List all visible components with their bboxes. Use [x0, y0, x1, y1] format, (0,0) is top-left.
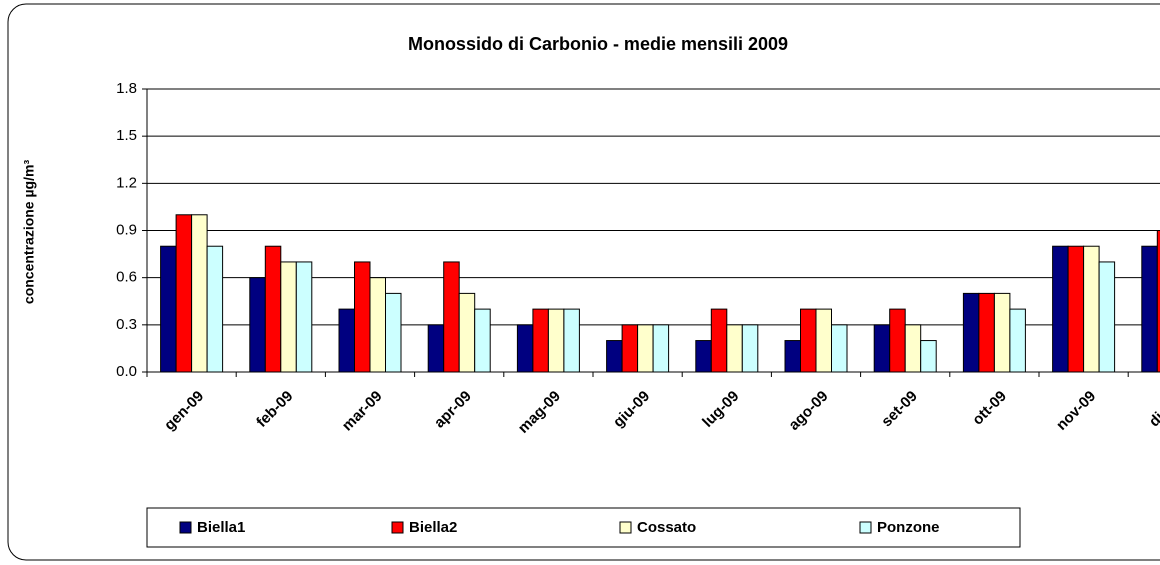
bar [369, 277, 386, 373]
bar [191, 214, 208, 373]
x-tick-label: mag-09 [515, 388, 564, 437]
x-tick-label: dic-09 [1146, 388, 1160, 431]
bar [1052, 245, 1069, 373]
bar [175, 214, 193, 373]
bar [295, 261, 313, 373]
bar [710, 308, 728, 373]
y-tick-label: 0.9 [116, 221, 137, 238]
bar [160, 245, 177, 373]
x-tick-label: ott-09 [969, 388, 1010, 429]
bar [1067, 245, 1085, 373]
bar [831, 324, 848, 373]
legend-swatch [859, 521, 872, 534]
y-tick-label: 0.3 [116, 316, 137, 333]
x-tick-label: mar-09 [339, 388, 386, 435]
bar [532, 308, 549, 373]
legend-label: Cossato [637, 519, 696, 536]
x-tick-label: ago-09 [785, 388, 831, 434]
bar [1098, 261, 1116, 373]
chart-border [7, 3, 1160, 561]
bar [427, 324, 445, 373]
legend-label: Biella1 [197, 519, 245, 536]
bar [993, 292, 1011, 373]
y-tick-label: 1.2 [116, 174, 137, 191]
legend-label: Biella2 [409, 519, 457, 536]
bar [443, 261, 460, 373]
x-tick-label: nov-09 [1053, 388, 1099, 434]
bar [249, 277, 266, 373]
legend-label: Ponzone [877, 519, 940, 536]
x-tick-label: lug-09 [699, 388, 742, 431]
y-tick-label: 1.5 [116, 127, 137, 144]
bar [206, 245, 224, 373]
chart-title: Monossido di Carbonio - medie mensili 20… [408, 34, 788, 54]
bar [904, 324, 922, 373]
legend-box [146, 507, 1021, 548]
bar [385, 292, 402, 373]
bar [1156, 230, 1160, 373]
bar [338, 308, 355, 373]
bar [547, 308, 565, 373]
x-tick-label: apr-09 [431, 388, 475, 432]
bar [516, 324, 534, 373]
bar [978, 292, 995, 373]
bar [920, 340, 937, 373]
bar [474, 308, 491, 373]
bar [800, 308, 817, 373]
bar [962, 292, 980, 373]
x-tick-label: feb-09 [253, 388, 296, 431]
x-tick-label: set-09 [878, 388, 921, 431]
bar [621, 324, 639, 373]
bar [873, 324, 891, 373]
bar [563, 308, 580, 373]
bar [889, 308, 906, 373]
bar [354, 261, 371, 373]
bar [1009, 308, 1026, 373]
bar [726, 324, 743, 373]
bar [741, 324, 759, 373]
bar [264, 245, 282, 373]
y-tick-label: 0.0 [116, 363, 137, 380]
bar [1141, 245, 1158, 373]
bar [637, 324, 654, 373]
x-tick-label: giu-09 [610, 388, 653, 431]
legend-swatch [179, 521, 192, 534]
y-tick-label: 0.6 [116, 269, 137, 286]
legend-swatch [619, 521, 632, 534]
bar [606, 340, 623, 373]
bar [652, 324, 670, 373]
bar [1083, 245, 1100, 373]
x-tick-label: gen-09 [161, 388, 207, 434]
bar [784, 340, 801, 373]
legend-swatch [391, 521, 404, 534]
y-tick-label: 1.8 [116, 80, 137, 97]
bar [815, 308, 832, 373]
bar [695, 340, 712, 373]
y-axis-label: concentrazione µg/m³ [21, 160, 37, 305]
bar [458, 292, 476, 373]
bar [280, 261, 297, 373]
